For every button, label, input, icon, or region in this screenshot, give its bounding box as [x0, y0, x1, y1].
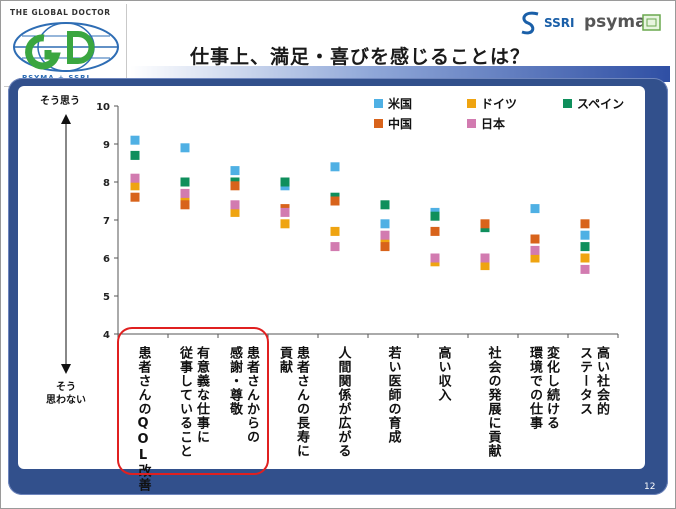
page-number: 12: [644, 482, 656, 492]
y-axis: [114, 105, 619, 338]
ssri-psyma-logo: SSRI psyma: [518, 8, 668, 38]
marker-china: [580, 219, 590, 229]
marker-japan: [180, 188, 190, 198]
marker-japan: [430, 253, 440, 263]
legend-label: ドイツ: [481, 97, 517, 111]
y-axis-bottom-label: 思わない: [46, 394, 86, 406]
marker-usa: [130, 135, 140, 145]
marker-japan: [580, 264, 590, 274]
category-label: 患者さんの長寿に: [294, 345, 311, 458]
logo-title-text: THE GLOBAL DOCTOR: [10, 8, 111, 17]
legend-label: 日本: [481, 116, 505, 131]
y-tick-label: 10: [96, 102, 110, 113]
highlight-rect: [117, 327, 269, 475]
legend-label: 中国: [388, 116, 412, 131]
chart-inner: [18, 86, 645, 469]
scale-arrow-down-icon: [61, 364, 71, 374]
marker-china: [530, 234, 540, 244]
scale-arrow-up-icon: [61, 114, 71, 124]
category-label: 高い収入: [436, 345, 452, 402]
marker-spain: [380, 200, 390, 210]
psyma-logo-text: psyma: [584, 12, 647, 32]
y-tick-labels: 4 5 6 7 8 9 10: [96, 102, 110, 341]
legend-swatch: [563, 99, 572, 108]
y-tick-label: 7: [103, 216, 110, 227]
marker-germany: [330, 226, 340, 236]
marker-japan: [530, 245, 540, 255]
legend-label: スペイン: [577, 97, 624, 111]
y-axis-bottom-label: そう: [56, 381, 76, 393]
category-label: 社会の発展に貢献: [486, 345, 503, 458]
legend-swatch: [374, 99, 383, 108]
category-label: 変化し続ける: [544, 345, 560, 430]
marker-germany: [130, 181, 140, 191]
marker-spain: [580, 242, 590, 252]
y-tick-label: 6: [103, 254, 110, 265]
ssri-swirl-icon: [521, 11, 539, 35]
category-label: 患者さんのQOL改善: [136, 345, 153, 492]
category-label: 患者さんからの: [244, 345, 261, 444]
category-label: 人間関係が広がる: [336, 345, 352, 458]
marker-germany: [230, 207, 240, 217]
marker-china: [180, 200, 190, 210]
marker-china: [330, 196, 340, 206]
global-doctor-logo: THE GLOBAL DOCTOR PSYMA + SSRI: [4, 4, 127, 87]
marker-spain: [280, 177, 290, 187]
marker-china: [130, 192, 140, 202]
marker-china: [230, 181, 240, 191]
marker-japan: [380, 230, 390, 240]
marker-japan: [330, 242, 340, 252]
category-label: 貢献: [277, 346, 293, 374]
marker-china: [380, 242, 390, 252]
y-axis-top-label: そう思う: [40, 95, 80, 107]
category-label: 従事していること: [177, 345, 194, 458]
category-label: 感謝・尊敬: [227, 345, 244, 416]
marker-germany: [280, 219, 290, 229]
globe-logo-icon: [13, 22, 119, 72]
marker-spain: [180, 177, 190, 187]
y-tick-label: 9: [103, 140, 110, 151]
psyma-box-icon: [642, 14, 661, 31]
marker-japan: [230, 200, 240, 210]
page-title: 仕事上、満足・喜びを感じることは？: [190, 46, 531, 68]
category-label: 若い医師の育成: [386, 345, 403, 444]
marker-japan: [130, 173, 140, 183]
category-label: 環境での仕事: [527, 346, 544, 430]
y-tick-label: 5: [103, 292, 110, 303]
data-markers: [130, 135, 590, 274]
marker-usa: [330, 162, 340, 172]
marker-china: [430, 226, 440, 236]
y-tick-label: 4: [103, 330, 110, 341]
marker-usa: [530, 204, 540, 214]
marker-usa: [180, 143, 190, 153]
marker-spain: [430, 211, 440, 221]
marker-usa: [230, 166, 240, 176]
marker-usa: [380, 219, 390, 229]
marker-germany: [580, 253, 590, 263]
category-label: ステータス: [577, 346, 593, 416]
category-label: 有意義な仕事に: [194, 345, 211, 444]
legend-label: 米国: [388, 96, 412, 111]
y-tick-label: 8: [103, 178, 110, 189]
marker-usa: [580, 230, 590, 240]
marker-japan: [480, 253, 490, 263]
marker-japan: [280, 207, 290, 217]
legend-swatch: [467, 119, 476, 128]
legend-swatch: [467, 99, 476, 108]
marker-spain: [130, 150, 140, 160]
legend-swatch: [374, 119, 383, 128]
category-label: 高い社会的: [594, 345, 611, 416]
marker-germany: [530, 253, 540, 263]
ssri-logo-text: SSRI: [544, 16, 575, 30]
marker-germany: [480, 261, 490, 271]
marker-china: [480, 219, 490, 229]
highlight-box: [117, 327, 269, 475]
